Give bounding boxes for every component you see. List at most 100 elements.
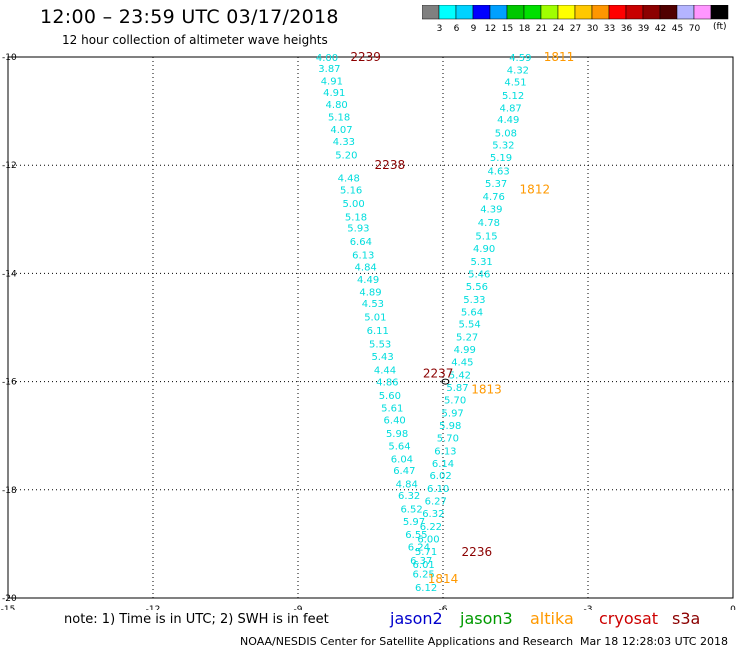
wave-height-scatter-chart: -15 -12 -9 -6 -3 0-10-12-14-16-18-204.003.874… (1, 50, 736, 610)
time-label: 2238 (375, 158, 406, 172)
track-a-wave-height: 5.53 (369, 340, 391, 351)
track-b-wave-height: 5.97 (442, 408, 464, 419)
credit-line: NOAA/NESDIS Center for Satellite Applica… (240, 635, 574, 648)
chart-subtitle: 12 hour collection of altimeter wave hei… (62, 33, 328, 47)
y-tick-label: -14 (2, 269, 17, 279)
track-b-wave-height: 5.42 (449, 371, 471, 382)
colorbar-swatch (710, 5, 729, 20)
y-tick-label: -20 (2, 594, 17, 604)
track-b-wave-height: 4.87 (500, 103, 522, 114)
track-a-wave-height: 4.49 (357, 275, 379, 286)
track-a-wave-height: 4.84 (396, 479, 418, 490)
track-b-wave-height: 4.63 (487, 167, 509, 178)
colorbar-label: 27 (570, 24, 581, 34)
time-label: 2237 (423, 366, 454, 380)
colorbar-label: 30 (587, 24, 599, 34)
plot-frame (7, 56, 734, 599)
track-b-wave-height: 5.87 (446, 383, 468, 394)
track-a-wave-height: 6.37 (410, 556, 432, 567)
legend-jason3: jason3 (460, 609, 513, 628)
track-b-wave-height: 5.33 (463, 295, 485, 306)
track-b-wave-height: 5.15 (475, 232, 497, 243)
track-a-wave-height: 5.93 (347, 223, 369, 234)
track-a-wave-height: 6.24 (408, 543, 430, 554)
colorbar-label: 70 (689, 24, 701, 34)
track-a-wave-height: 4.33 (333, 137, 355, 148)
color-scale-legend: 3 6 9 12 15 18 21 24 27 30 33 36 39 42 45 70 (422, 5, 729, 34)
x-tick-label: 0 (730, 605, 736, 610)
track-a-wave-height: 6.25 (413, 570, 435, 581)
track-b-wave-height: 5.27 (456, 333, 478, 344)
track-a-wave-height: 4.48 (338, 174, 360, 185)
track-a-wave-height: 4.91 (321, 76, 343, 87)
y-tick-label: -18 (2, 486, 17, 496)
track-b-wave-height: 5.70 (444, 395, 466, 406)
track-b-wave-height: 5.71 (415, 547, 437, 558)
track-b-wave-height: 6.10 (427, 484, 449, 495)
colorbar-label: 18 (519, 24, 531, 34)
track-a-wave-height: 5.16 (340, 186, 362, 197)
track-b-wave-height: 5.12 (502, 91, 524, 102)
track-a-wave-height: 6.64 (350, 237, 372, 248)
colorbar-label: 33 (604, 24, 615, 34)
track-a-wave-height: 5.18 (345, 213, 367, 224)
track-b-wave-height: 6.01 (413, 560, 435, 571)
track-b-wave-height: 5.54 (458, 320, 480, 331)
track-a-wave-height: 4.07 (330, 125, 352, 136)
track-a-wave-height: 6.52 (400, 505, 422, 516)
colorbar-label: 6 (454, 24, 460, 34)
track-b-wave-height: 5.31 (471, 257, 493, 268)
track-b-wave-height: 5.19 (490, 153, 512, 164)
track-a-wave-height: 4.53 (362, 299, 384, 310)
track-b-wave-height: 4.49 (497, 115, 519, 126)
legend-cryosat: cryosat (599, 609, 659, 628)
track-a-wave-height: 4.00 (316, 53, 338, 64)
track-b-wave-height: 5.70 (437, 433, 459, 444)
track-b-wave-height: 4.51 (504, 77, 526, 88)
legend-jason2: jason2 (390, 609, 443, 628)
time-label: 1813 (471, 383, 502, 397)
track-a-wave-height: 5.61 (381, 404, 403, 415)
track-a-wave-height: 5.20 (335, 150, 357, 161)
track-a-wave-height: 6.13 (352, 250, 374, 261)
chart-title: 12:00 – 23:59 UTC 03/17/2018 (40, 6, 339, 28)
time-label: 1812 (520, 183, 551, 197)
colorbar-label: 12 (485, 24, 496, 34)
track-a-wave-height: 6.40 (384, 415, 406, 426)
track-a-wave-height: 6.47 (393, 466, 415, 477)
footer-note: note: 1) Time is in UTC; 2) SWH is in fe… (64, 612, 329, 627)
location-marker (441, 378, 450, 385)
time-label: 1811 (544, 50, 575, 64)
colorbar-label: 9 (471, 24, 477, 34)
legend-altika: altika (530, 609, 574, 628)
track-a-wave-height: 4.44 (374, 366, 396, 377)
x-tick-label: -15 (1, 605, 16, 610)
track-a-wave-height: 4.91 (323, 88, 345, 99)
legend-s3a: s3a (672, 609, 701, 628)
track-a-wave-height: 3.87 (318, 64, 340, 75)
time-label: 2239 (350, 50, 381, 64)
track-b-wave-height: 5.32 (492, 141, 514, 152)
track-b-wave-height: 4.32 (507, 65, 529, 76)
track-a-wave-height: 6.55 (405, 530, 427, 541)
track-a-wave-height: 6.32 (398, 491, 420, 502)
track-a-wave-height: 5.18 (328, 113, 350, 124)
track-a-wave-height: 6.04 (391, 454, 413, 465)
y-tick-label: -12 (2, 161, 17, 171)
track-b-wave-height: 5.08 (495, 129, 517, 140)
colorbar-label: 42 (655, 24, 666, 34)
colorbar-label: 24 (553, 24, 565, 34)
track-b-wave-height: 4.76 (483, 192, 505, 203)
track-b-wave-height: 4.39 (480, 204, 502, 215)
track-b-wave-height: 5.98 (439, 421, 461, 432)
track-b-wave-height: 5.37 (485, 179, 507, 190)
track-b-wave-height: 6.02 (429, 471, 451, 482)
track-a-wave-height: 4.80 (326, 100, 348, 111)
x-tick-label: -9 (294, 605, 303, 610)
track-a-wave-height: 5.64 (388, 441, 410, 452)
track-b-wave-height: 5.56 (466, 282, 488, 293)
colorbar-label: 15 (502, 24, 513, 34)
track-b-wave-height: 5.64 (461, 307, 483, 318)
track-a-wave-height: 4.86 (376, 378, 398, 389)
generated-timestamp: Mar 18 12:28:03 UTC 2018 (580, 635, 728, 648)
